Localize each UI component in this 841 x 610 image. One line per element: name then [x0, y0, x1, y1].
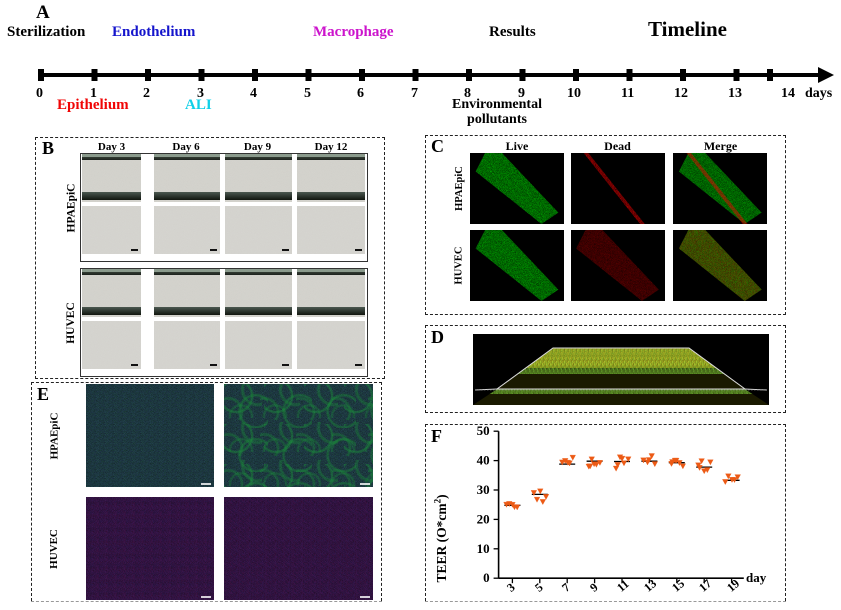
svg-text:20: 20 [477, 511, 490, 526]
svg-text:0: 0 [483, 570, 490, 585]
svg-text:40: 40 [477, 453, 490, 468]
svg-text:50: 50 [477, 423, 490, 438]
svg-text:30: 30 [477, 482, 490, 497]
svg-text:10: 10 [477, 541, 490, 556]
